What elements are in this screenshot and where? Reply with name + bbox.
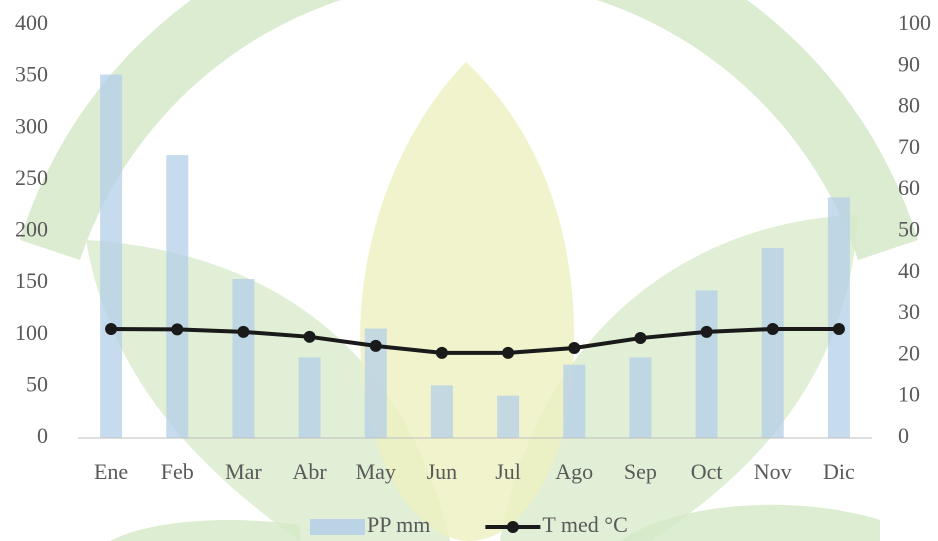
- marker: [435, 346, 448, 359]
- marker: [634, 332, 647, 345]
- y2-tick-label: 50: [898, 217, 920, 242]
- y-tick-label: 400: [15, 10, 48, 35]
- leaf-center: [360, 62, 575, 541]
- bar: [298, 357, 321, 438]
- y2-tick-label: 90: [898, 51, 920, 76]
- x-tick-label: Ene: [94, 459, 128, 484]
- bar: [563, 364, 586, 438]
- legend-label: PP mm: [367, 512, 430, 537]
- marker: [502, 346, 515, 359]
- marker: [171, 323, 184, 336]
- marker: [832, 322, 845, 335]
- bar: [364, 328, 387, 438]
- y2-tick-label: 80: [898, 93, 920, 118]
- line: [111, 326, 839, 355]
- x-tick-label: May: [356, 459, 396, 484]
- x-tick-label: Jul: [495, 459, 521, 484]
- leaf-bottom-left: [110, 520, 300, 541]
- bar: [497, 395, 520, 438]
- y2-tick-label: 20: [898, 340, 920, 365]
- x-tick-label: Abr: [292, 459, 327, 484]
- marker: [105, 322, 118, 335]
- x-tick-label: Mar: [225, 459, 262, 484]
- y-tick-label: 300: [15, 113, 48, 138]
- bar: [827, 197, 850, 438]
- x-tick-label: Ago: [555, 459, 593, 484]
- y-tick-label: 50: [26, 371, 48, 396]
- x-tick-label: Jun: [427, 459, 458, 484]
- y-tick-label: 200: [15, 217, 48, 242]
- bar: [761, 248, 784, 438]
- bar: [629, 357, 652, 438]
- x-tick-label: Oct: [691, 459, 723, 484]
- legend-swatch: [310, 519, 365, 535]
- marker: [700, 325, 713, 338]
- x-tick-label: Feb: [161, 459, 194, 484]
- y-tick-label: 150: [15, 268, 48, 293]
- x-tick-label: Dic: [823, 459, 855, 484]
- y2-tick-label: 60: [898, 175, 920, 200]
- y2-tick-label: 30: [898, 299, 920, 324]
- y-tick-label: 0: [37, 423, 48, 448]
- bar: [232, 278, 255, 438]
- y2-tick-label: 10: [898, 382, 920, 407]
- y2-tick-label: 0: [898, 423, 909, 448]
- bar: [695, 290, 718, 438]
- legend-label: T med °C: [542, 512, 627, 537]
- marker: [303, 330, 316, 343]
- bar: [430, 385, 453, 438]
- marker: [369, 339, 382, 352]
- marker: [568, 341, 581, 354]
- bar: [166, 155, 189, 438]
- marker: [237, 325, 250, 338]
- marker: [766, 322, 779, 335]
- legend-marker: [506, 521, 519, 533]
- x-tick-label: Sep: [624, 459, 657, 484]
- y2-tick-label: 70: [898, 134, 920, 159]
- y-tick-label: 250: [15, 165, 48, 190]
- leaf-bottom-right: [620, 504, 880, 541]
- y2-tick-label: 40: [898, 258, 920, 283]
- y-tick-label: 350: [15, 62, 48, 87]
- y2-tick-label: 100: [898, 10, 931, 35]
- y-tick-label: 100: [15, 320, 48, 345]
- x-tick-label: Nov: [754, 459, 792, 484]
- bar: [100, 74, 123, 438]
